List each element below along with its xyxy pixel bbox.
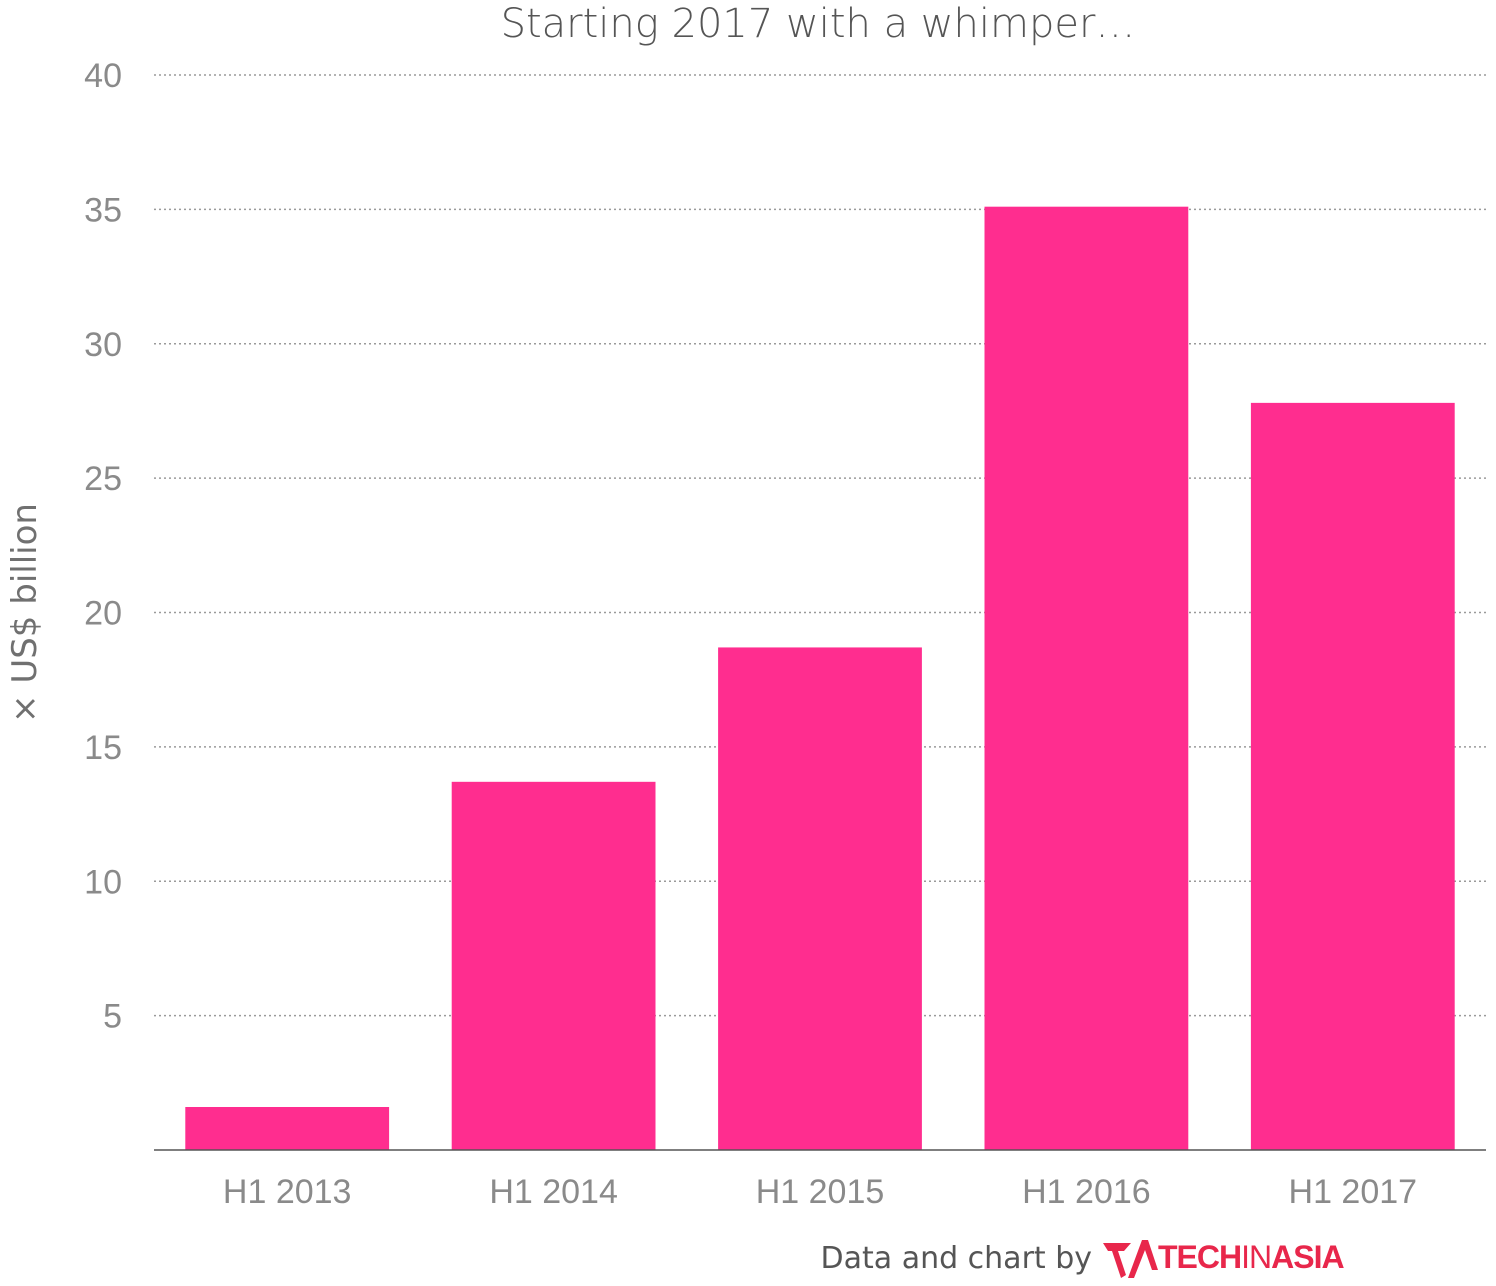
x-axis-ticks: H1 2013 H1 2014 H1 2015 H1 2016 H1 2017 <box>223 1173 1417 1211</box>
x-tick-label: H1 2013 <box>223 1173 352 1211</box>
logo-word-asia: ASIA <box>1271 1239 1344 1275</box>
y-tick-label: 25 <box>84 460 122 498</box>
bar <box>1250 402 1455 1150</box>
x-tick-label: H1 2015 <box>756 1173 885 1211</box>
y-tick-label: 30 <box>84 326 122 364</box>
logo-word-tech: TECH <box>1158 1239 1241 1275</box>
y-axis-title: × US$ billion <box>5 503 45 723</box>
y-tick-label: 35 <box>84 191 122 229</box>
y-tick-label: 40 <box>84 57 122 95</box>
techinasia-logo-icon <box>1103 1240 1158 1278</box>
x-tick-label: H1 2017 <box>1289 1173 1418 1211</box>
chart-title: Starting 2017 with a whimper… <box>501 1 1136 47</box>
logo-word-in: IN <box>1241 1239 1271 1275</box>
y-tick-label: 5 <box>103 998 122 1036</box>
credit: Data and chart by TECHINASIA <box>821 1239 1345 1278</box>
y-tick-label: 10 <box>84 863 122 901</box>
logo-wordmark: TECHINASIA <box>1158 1239 1344 1275</box>
bar <box>451 781 656 1150</box>
bars <box>185 206 1455 1150</box>
bar <box>718 647 922 1150</box>
x-tick-label: H1 2016 <box>1022 1173 1151 1211</box>
y-axis-ticks: 5 10 15 20 25 30 35 40 <box>84 57 122 1036</box>
y-tick-label: 15 <box>84 729 122 767</box>
y-tick-label: 20 <box>84 595 122 633</box>
bar <box>984 206 1189 1150</box>
credit-text: Data and chart by <box>821 1241 1092 1276</box>
bar <box>185 1107 390 1150</box>
x-tick-label: H1 2014 <box>489 1173 618 1211</box>
